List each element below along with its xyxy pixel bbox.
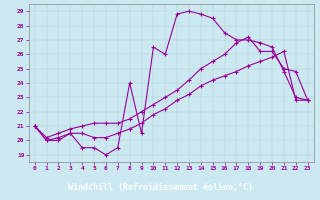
- Text: Windchill (Refroidissement éolien,°C): Windchill (Refroidissement éolien,°C): [68, 183, 252, 192]
